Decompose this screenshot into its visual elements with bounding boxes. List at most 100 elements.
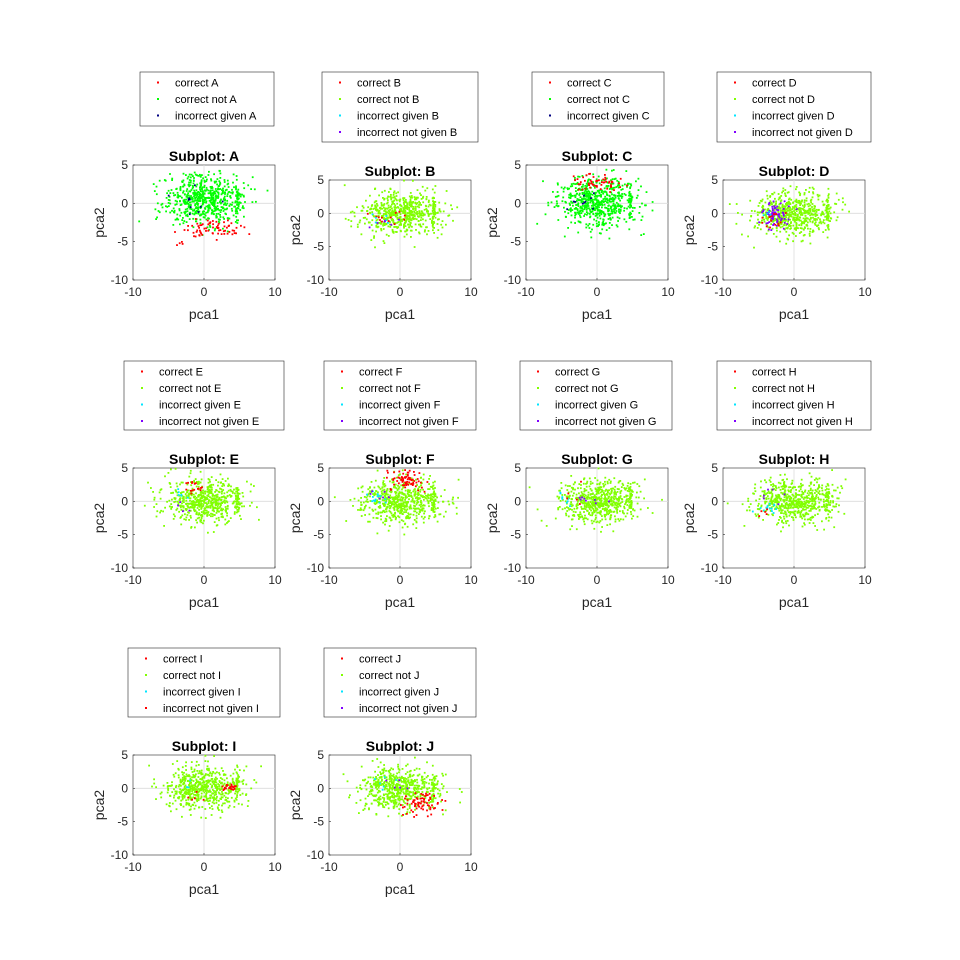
data-point	[565, 514, 568, 517]
data-point	[610, 498, 613, 501]
data-point	[395, 516, 397, 519]
data-point	[807, 205, 810, 208]
data-point	[212, 201, 214, 203]
data-point	[376, 204, 379, 207]
data-point	[769, 210, 772, 212]
data-point	[223, 484, 225, 487]
data-point	[419, 488, 422, 491]
data-point	[406, 204, 408, 207]
data-point	[765, 211, 768, 214]
data-point	[616, 511, 619, 514]
data-point	[794, 227, 797, 230]
data-point	[402, 484, 404, 487]
data-point	[404, 495, 407, 498]
data-point	[789, 208, 791, 211]
data-point	[176, 200, 178, 203]
data-point	[409, 198, 412, 201]
data-point	[798, 232, 801, 234]
data-point	[416, 478, 419, 480]
legend-entry: correct not B	[357, 94, 419, 106]
data-point	[418, 232, 421, 235]
data-point	[217, 197, 219, 199]
data-point	[392, 506, 395, 509]
data-point	[574, 187, 577, 189]
data-point	[544, 213, 547, 216]
data-point	[219, 172, 222, 175]
data-point	[617, 498, 620, 500]
data-point	[597, 504, 599, 506]
data-point	[196, 193, 199, 196]
data-point	[604, 178, 607, 181]
data-point	[595, 178, 598, 181]
data-point	[174, 467, 177, 470]
data-point	[592, 184, 595, 186]
data-point	[792, 219, 794, 221]
data-point	[536, 508, 539, 511]
data-point	[587, 179, 589, 182]
data-point	[242, 194, 245, 197]
data-point	[239, 202, 242, 204]
legend-marker	[157, 114, 159, 117]
data-point	[392, 480, 395, 483]
data-point	[599, 201, 601, 204]
data-point	[221, 515, 224, 518]
data-point	[173, 501, 176, 503]
data-point	[413, 502, 416, 504]
data-point	[583, 520, 585, 523]
data-point	[211, 499, 213, 502]
data-point	[203, 213, 206, 216]
data-point	[572, 487, 574, 489]
data-point	[410, 201, 413, 204]
data-point	[595, 509, 597, 512]
data-point	[762, 210, 765, 213]
data-point	[194, 498, 197, 500]
data-point	[803, 203, 806, 206]
data-point	[194, 495, 196, 498]
data-point	[371, 229, 374, 232]
data-point	[567, 227, 569, 229]
data-point	[427, 201, 430, 203]
data-point	[795, 186, 798, 188]
data-point	[247, 184, 250, 187]
data-point	[633, 481, 636, 484]
data-point	[633, 218, 636, 221]
data-point	[212, 196, 215, 199]
data-point	[784, 214, 787, 217]
data-point	[397, 515, 399, 518]
data-point	[596, 488, 598, 491]
data-point	[417, 498, 419, 501]
data-point	[377, 506, 380, 508]
data-point	[205, 511, 208, 514]
data-point	[410, 478, 413, 481]
data-point	[579, 181, 582, 183]
data-point	[237, 494, 239, 497]
data-point	[404, 482, 407, 485]
data-point	[223, 208, 226, 211]
data-point	[384, 523, 386, 526]
data-point	[590, 489, 593, 492]
data-point	[213, 501, 215, 504]
data-point	[589, 493, 592, 495]
data-point	[569, 508, 572, 510]
data-point	[213, 173, 215, 176]
data-point	[399, 204, 401, 206]
data-point	[602, 222, 605, 225]
subplot-title: Subplot: B	[365, 163, 436, 179]
data-point	[800, 210, 802, 212]
data-point	[766, 219, 769, 221]
data-point	[620, 188, 623, 191]
data-point	[168, 505, 171, 508]
data-point	[396, 218, 399, 221]
data-point	[422, 212, 425, 215]
data-point	[190, 204, 192, 206]
data-point	[236, 487, 239, 489]
data-point	[619, 510, 621, 513]
data-point	[242, 205, 244, 208]
data-point	[228, 191, 231, 193]
data-point	[227, 483, 230, 486]
data-point	[760, 200, 763, 203]
data-point	[380, 203, 383, 206]
data-point	[389, 195, 392, 198]
data-point	[223, 218, 225, 220]
data-point	[202, 191, 204, 194]
